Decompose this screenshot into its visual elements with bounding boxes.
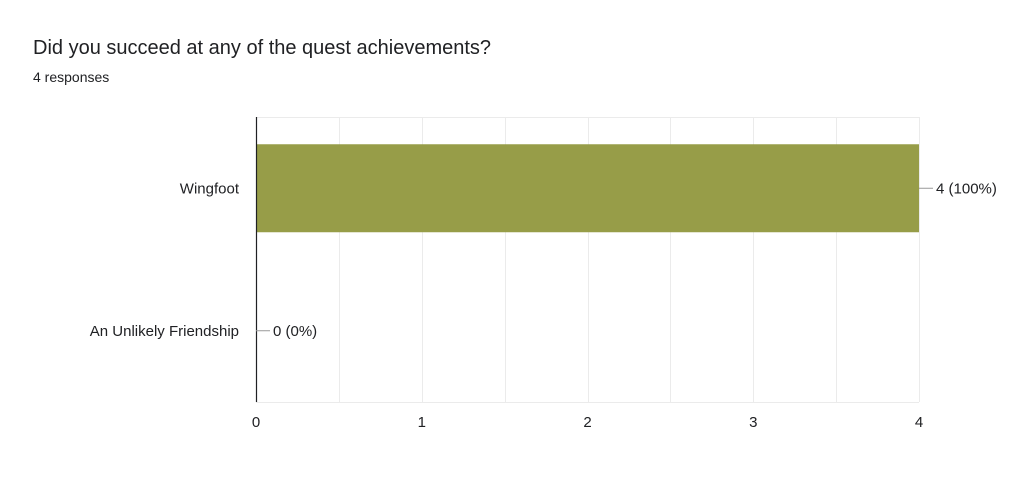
x-tick-label: 3: [749, 414, 757, 431]
x-tick-label: 1: [418, 414, 426, 431]
bars: [256, 144, 919, 233]
question-title: Did you succeed at any of the quest achi…: [33, 37, 492, 59]
data-label: 0 (0%): [273, 323, 317, 340]
category-label: Wingfoot: [180, 180, 240, 197]
category-label: An Unlikely Friendship: [90, 323, 239, 340]
labels: Wingfoot 4 (100%) An Unlikely Friendship 0 …: [90, 180, 997, 431]
bar-0: [256, 144, 919, 233]
x-tick-label: 0: [252, 414, 260, 431]
x-tick-label: 4: [915, 414, 923, 431]
x-tick-label: 2: [583, 414, 591, 431]
data-label: 4 (100%): [936, 180, 997, 197]
response-count: 4 responses: [33, 69, 110, 85]
